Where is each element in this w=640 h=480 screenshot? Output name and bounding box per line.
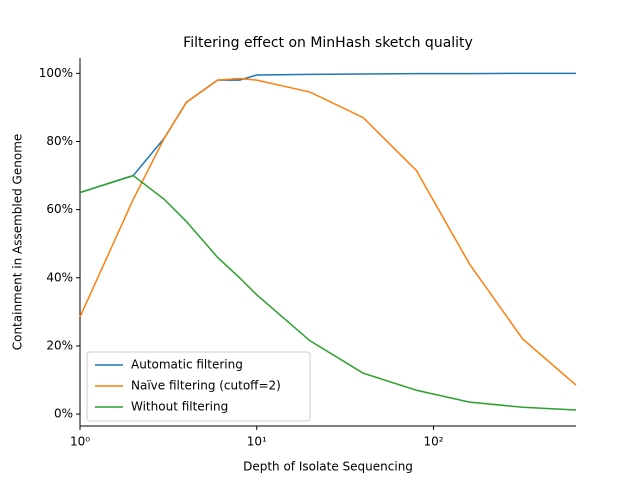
legend-label: Naïve filtering (cutoff=2) bbox=[131, 379, 281, 393]
y-tick-label: 80% bbox=[46, 134, 73, 148]
x-axis-label: Depth of Isolate Sequencing bbox=[243, 460, 413, 474]
x-tick-label: 10² bbox=[423, 435, 443, 449]
legend-box bbox=[86, 351, 311, 422]
series-line bbox=[79, 77, 577, 386]
y-tick-label: 20% bbox=[46, 338, 73, 352]
y-tick-label: 0% bbox=[54, 407, 73, 421]
x-tick-label: 10⁰ bbox=[70, 435, 90, 449]
legend-label: Without filtering bbox=[131, 400, 228, 414]
y-tick-label: 100% bbox=[39, 66, 73, 80]
series-line bbox=[79, 72, 576, 194]
y-tick-label: 60% bbox=[46, 202, 73, 216]
legend-label: Automatic filtering bbox=[131, 358, 243, 372]
series-line bbox=[79, 174, 577, 411]
chart-title: Filtering effect on MinHash sketch quali… bbox=[183, 35, 473, 51]
x-tick-label: 10¹ bbox=[247, 435, 267, 449]
y-axis-label: Containment in Assembled Genome bbox=[11, 134, 25, 351]
y-tick-label: 40% bbox=[46, 270, 73, 284]
